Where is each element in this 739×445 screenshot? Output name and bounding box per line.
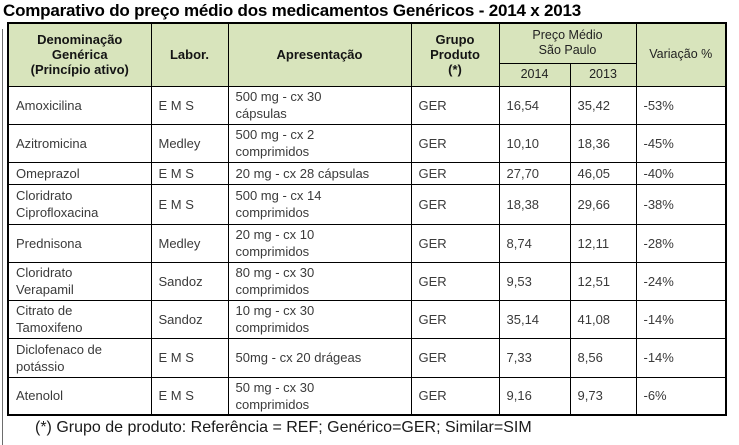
page-title: Comparativo do preço médio dos medicamen… <box>3 1 582 20</box>
cell-preco-2014: 35,14 <box>498 299 571 339</box>
cell-preco-2013: 46,05 <box>569 161 637 185</box>
table-row: Cloridrato Ciprofloxacina E M S 500 mg -… <box>7 183 727 225</box>
cell-grupo: GER <box>410 261 500 301</box>
table-row: Prednisona Medley 20 mg - cx 10 comprimi… <box>7 223 727 263</box>
header-apresentacao: Apresentação <box>227 22 412 87</box>
cell-variacao: -53% <box>635 85 727 125</box>
cell-denominacao: Diclofenaco de potássio <box>7 337 152 378</box>
header-grupo-produto: Grupo Produto (*) <box>410 22 500 87</box>
cell-variacao: -6% <box>635 376 727 416</box>
cell-variacao: -28% <box>635 223 727 263</box>
cell-preco-2013: 12,51 <box>569 261 637 301</box>
cell-grupo: GER <box>410 85 500 125</box>
cell-labor: E M S <box>150 183 229 225</box>
cell-apresentacao: 50mg - cx 20 drágeas <box>227 337 412 378</box>
cell-preco-2013: 18,36 <box>569 123 637 163</box>
cell-preco-2014: 18,38 <box>498 183 571 225</box>
cell-apresentacao: 80 mg - cx 30 comprimidos <box>227 261 412 301</box>
cell-denominacao: Prednisona <box>7 223 152 263</box>
cell-labor: E M S <box>150 376 229 416</box>
cell-grupo: GER <box>410 299 500 339</box>
header-labor: Labor. <box>150 22 229 87</box>
cell-variacao: -24% <box>635 261 727 301</box>
cell-preco-2013: 29,66 <box>569 183 637 225</box>
cell-preco-2013: 9,73 <box>569 376 637 416</box>
cell-variacao: -14% <box>635 299 727 339</box>
table-row: Cloridrato Verapamil Sandoz 80 mg - cx 3… <box>7 261 727 301</box>
cell-denominacao: Citrato de Tamoxifeno <box>7 299 152 339</box>
cell-labor: Sandoz <box>150 299 229 339</box>
cell-denominacao: Omeprazol <box>7 161 152 185</box>
cell-labor: Sandoz <box>150 261 229 301</box>
table-row: Azitromicina Medley 500 mg - cx 2 compri… <box>7 123 727 163</box>
cell-grupo: GER <box>410 223 500 263</box>
cell-preco-2014: 7,33 <box>498 337 571 378</box>
cell-apresentacao: 20 mg - cx 10 comprimidos <box>227 223 412 263</box>
cell-denominacao: Cloridrato Ciprofloxacina <box>7 183 152 225</box>
cell-apresentacao: 20 mg - cx 28 cápsulas <box>227 161 412 185</box>
cell-apresentacao: 500 mg - cx 14 comprimidos <box>227 183 412 225</box>
table-row: Citrato de Tamoxifeno Sandoz 10 mg - cx … <box>7 299 727 339</box>
cell-variacao: -14% <box>635 337 727 378</box>
cell-preco-2014: 10,10 <box>498 123 571 163</box>
cell-preco-2014: 9,53 <box>498 261 571 301</box>
cell-labor: Medley <box>150 223 229 263</box>
header-row-years: 2014 2013 <box>8 62 726 87</box>
cell-grupo: GER <box>410 123 500 163</box>
cell-labor: Medley <box>150 123 229 163</box>
cell-denominacao: Azitromicina <box>7 123 152 163</box>
table-row: Omeprazol E M S 20 mg - cx 28 cápsulas G… <box>7 161 727 185</box>
cell-preco-2014: 8,74 <box>498 223 571 263</box>
cell-labor: E M S <box>150 161 229 185</box>
cell-grupo: GER <box>410 337 500 378</box>
cell-apresentacao: 10 mg - cx 30 comprimidos <box>227 299 412 339</box>
cell-grupo: GER <box>410 161 500 185</box>
left-frame-line <box>2 29 3 445</box>
header-preco-medio: Preço Médio São Paulo <box>498 22 637 64</box>
cell-preco-2014: 16,54 <box>498 85 571 125</box>
cell-denominacao: Cloridrato Verapamil <box>7 261 152 301</box>
cell-preco-2014: 27,70 <box>498 161 571 185</box>
cell-preco-2013: 8,56 <box>569 337 637 378</box>
cell-apresentacao: 500 mg - cx 2 comprimidos <box>227 123 412 163</box>
cell-variacao: -38% <box>635 183 727 225</box>
cell-grupo: GER <box>410 376 500 416</box>
cell-preco-2013: 41,08 <box>569 299 637 339</box>
header-variacao: Variação % <box>635 22 727 87</box>
comparison-table: Denominação Genérica (Princípio ativo) L… <box>7 22 727 416</box>
cell-labor: E M S <box>150 337 229 378</box>
header-denominacao: Denominação Genérica (Princípio ativo) <box>7 22 152 87</box>
table-row: Atenolol E M S 50 mg - cx 30 comprimidos… <box>7 376 727 416</box>
table-row: Diclofenaco de potássio E M S 50mg - cx … <box>7 337 727 378</box>
header-year-2013: 2013 <box>569 62 637 87</box>
footnote: (*) Grupo de produto: Referência = REF; … <box>35 419 532 436</box>
table-row: Amoxicilina E M S 500 mg - cx 30 cápsula… <box>7 85 727 125</box>
cell-denominacao: Amoxicilina <box>7 85 152 125</box>
header-year-2014: 2014 <box>498 62 571 87</box>
cell-variacao: -40% <box>635 161 727 185</box>
cell-variacao: -45% <box>635 123 727 163</box>
cell-apresentacao: 50 mg - cx 30 comprimidos <box>227 376 412 416</box>
cell-apresentacao: 500 mg - cx 30 cápsulas <box>227 85 412 125</box>
cell-preco-2013: 35,42 <box>569 85 637 125</box>
cell-preco-2013: 12,11 <box>569 223 637 263</box>
cell-labor: E M S <box>150 85 229 125</box>
cell-preco-2014: 9,16 <box>498 376 571 416</box>
header-row-main: Denominação Genérica (Princípio ativo) L… <box>7 22 727 87</box>
cell-denominacao: Atenolol <box>7 376 152 416</box>
cell-grupo: GER <box>410 183 500 225</box>
